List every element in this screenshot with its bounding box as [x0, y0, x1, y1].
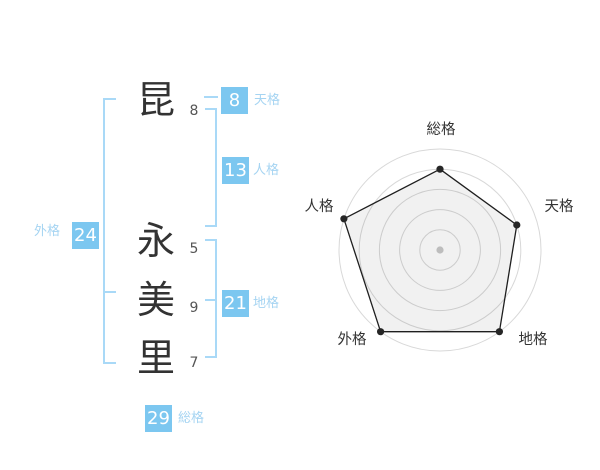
chikaku-bracket-tick-bottom — [205, 356, 217, 358]
surname-char-1-stroke-count: 8 — [189, 103, 199, 119]
gaikaku-badge: 24 — [72, 222, 99, 249]
fortune-radar-chart: 総格天格地格 外格 人格 — [295, 115, 585, 360]
tenkaku-badge: 8 — [221, 87, 248, 114]
soukaku-label: 総格 — [178, 411, 205, 426]
tenkaku-label: 天格 — [254, 93, 281, 108]
soukaku-badge: 29 — [145, 405, 172, 432]
radar-axis-label: 地格 — [519, 331, 548, 348]
jinkaku-bracket-line — [215, 108, 217, 227]
given-char-1: 永 — [136, 219, 175, 263]
gaikaku-label: 外格 — [34, 224, 61, 239]
radar-data-point — [340, 215, 348, 223]
gaikaku-bracket-tick-bottom — [103, 362, 116, 364]
chikaku-label: 地格 — [253, 296, 280, 311]
gaikaku-bracket-tick-mid — [103, 291, 116, 293]
given-char-1-stroke-count: 5 — [189, 241, 199, 257]
radar-data-point — [513, 221, 521, 229]
radar-axis-label: 天格 — [545, 198, 574, 215]
radar-data-point — [495, 328, 503, 336]
chikaku-badge: 21 — [222, 290, 249, 317]
gaikaku-bracket-tick-top — [103, 98, 116, 100]
jinkaku-badge: 13 — [222, 157, 249, 184]
tenkaku-connector-line — [204, 96, 218, 98]
jinkaku-bracket-tick-top — [205, 108, 217, 110]
chikaku-bracket-line — [215, 239, 217, 358]
surname-char-1: 昆 — [136, 78, 175, 122]
chikaku-bracket-tick-mid — [205, 299, 217, 301]
given-char-3: 里 — [136, 336, 175, 380]
radar-axis-label: 人格 — [305, 198, 334, 215]
radar-data-polygon — [343, 168, 518, 333]
radar-grid-ring — [338, 148, 542, 352]
given-char-3-stroke-count: 7 — [189, 355, 199, 371]
radar-data-point — [377, 328, 385, 336]
radar-grid-ring — [399, 209, 481, 291]
radar-axis-label: 総格 — [427, 121, 456, 138]
radar-grid-ring — [378, 188, 502, 312]
radar-grid-ring — [419, 229, 461, 271]
radar-data-point — [436, 165, 444, 173]
jinkaku-label: 人格 — [253, 163, 280, 178]
jinkaku-bracket-tick-bottom — [205, 225, 217, 227]
chikaku-bracket-tick-top — [205, 239, 217, 241]
radar-axis-label: 外格 — [338, 331, 367, 348]
given-char-2-stroke-count: 9 — [189, 300, 199, 316]
radar-center-dot — [436, 246, 444, 254]
given-char-2: 美 — [136, 278, 175, 322]
gaikaku-bracket-line — [103, 98, 105, 364]
